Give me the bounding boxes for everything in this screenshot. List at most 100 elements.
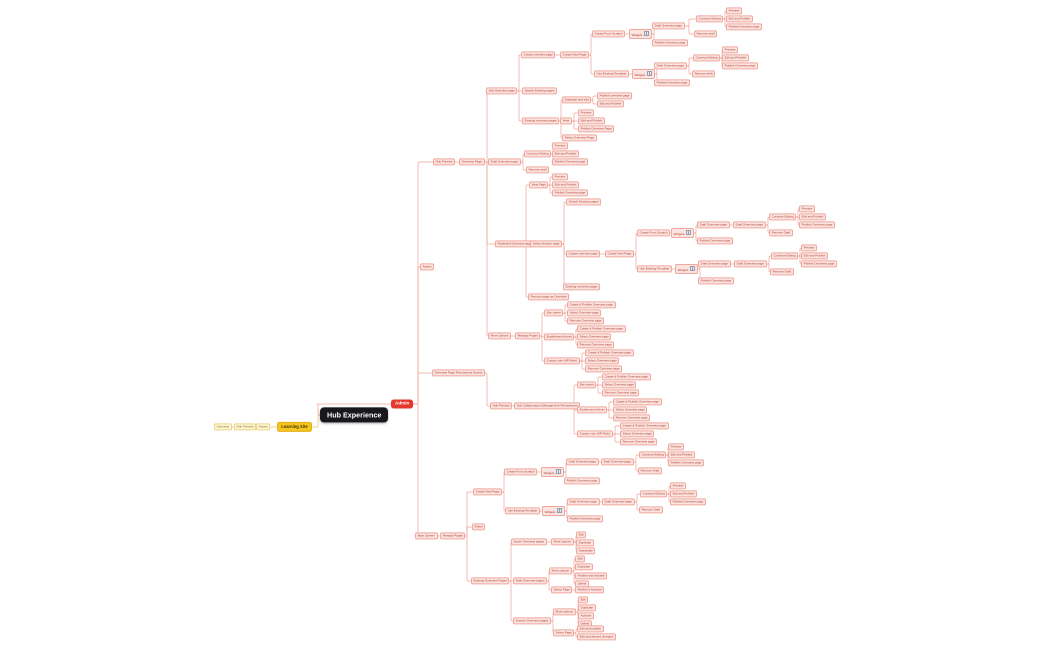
mindmap-node[interactable]: Filters — [472, 523, 486, 531]
mindmap-node[interactable]: Activate — [578, 612, 594, 620]
mindmap-node[interactable]: Remove page as Overview — [528, 293, 570, 301]
mindmap-node[interactable]: Continue Editing — [639, 451, 667, 459]
mindmap-node[interactable]: More options — [549, 567, 572, 575]
mindmap-node[interactable]: Widgets — [675, 264, 698, 274]
mindmap-node[interactable]: Preview — [552, 173, 568, 181]
mindmap-node[interactable]: Create & Publish Overview page — [567, 301, 616, 309]
mindmap-node[interactable]: Edit — [578, 596, 589, 604]
mindmap-node[interactable]: Publish Overview page — [652, 39, 688, 47]
mindmap-node[interactable]: Create & Publish Overview page — [602, 373, 651, 381]
mindmap-node[interactable]: Remove Draft — [769, 229, 793, 237]
mindmap-node[interactable]: Select Overview page — [577, 333, 612, 341]
mindmap-node[interactable]: Draft Overview page — [567, 498, 600, 506]
mindmap-node[interactable]: Preview — [552, 142, 568, 150]
mindmap-node[interactable]: Edit and Publish — [726, 15, 753, 23]
mindmap-node[interactable]: Draft Overview page — [734, 260, 767, 268]
mindmap-node[interactable]: Preview — [799, 205, 815, 213]
mindmap-node[interactable]: Edit and Publish — [552, 181, 579, 189]
mindmap-node[interactable]: Preview — [578, 109, 594, 117]
mindmap-node[interactable]: Select Overview page — [585, 357, 620, 365]
mindmap-node[interactable]: Deactivate — [576, 547, 596, 555]
mindmap-node[interactable]: Publish Overview page — [552, 189, 588, 197]
mindmap-node[interactable]: Assets — [420, 263, 435, 271]
mindmap-node[interactable]: Site owner — [577, 381, 597, 389]
mindmap-node[interactable]: Create New Page — [605, 250, 634, 258]
mindmap-node[interactable]: Edit — [575, 555, 586, 563]
mindmap-node[interactable]: Sub Collaborators (Manage Hub Permission… — [514, 402, 581, 410]
mindmap-node[interactable]: Duplicate — [578, 604, 596, 612]
mindmap-node[interactable]: Publish Overview page — [799, 221, 835, 229]
mindmap-node[interactable]: Create & Publish Overview page — [585, 349, 634, 357]
mindmap-node[interactable]: Draft Overview page — [602, 498, 635, 506]
mindmap-node[interactable]: Use Existing Template — [505, 507, 540, 515]
mindmap-node[interactable]: Widgets — [541, 467, 564, 477]
mindmap-node[interactable]: More options — [551, 538, 574, 546]
mindmap-node[interactable]: Publish overview page — [597, 92, 633, 100]
mindmap-node[interactable]: Custom role (HR Role) — [577, 430, 613, 438]
mindmap-node[interactable]: Publish Overview page — [722, 62, 758, 70]
mindmap-node[interactable]: Publish Overview page — [654, 79, 690, 87]
mindmap-node[interactable]: Remove draft — [692, 70, 716, 78]
mindmap-node[interactable]: Preview — [801, 244, 817, 252]
mindmap-node[interactable]: Widgets — [542, 506, 565, 516]
mindmap-node[interactable]: Continue Editing — [640, 490, 668, 498]
mindmap-node[interactable]: Remove draft — [526, 166, 550, 174]
mindmap-node[interactable]: Edit and publish — [577, 625, 604, 633]
mindmap-node[interactable]: Hub Preview — [433, 158, 456, 166]
mindmap-node[interactable]: Edit and Publish — [597, 100, 624, 108]
mindmap-node[interactable]: Edit and Publish — [801, 252, 828, 260]
mindmap-node[interactable]: Main System — [415, 532, 438, 540]
mindmap-node[interactable]: Edit and Publish — [670, 490, 697, 498]
mindmap-node[interactable]: Widgets — [629, 29, 652, 39]
mindmap-node[interactable]: Preview — [726, 7, 742, 15]
mindmap-node[interactable]: Select Page — [551, 586, 573, 594]
mindmap-node[interactable]: Manage Pages — [440, 532, 466, 540]
mindmap-node[interactable]: Overview Page Permissions Access — [432, 369, 486, 377]
central-topic[interactable]: Hub Experience — [320, 407, 389, 423]
mindmap-node[interactable]: Remove Overview page — [567, 317, 605, 325]
mindmap-node[interactable]: Remove Overview page — [602, 389, 640, 397]
mindmap-node[interactable]: Widgets — [632, 69, 655, 79]
mindmap-node[interactable]: Publish Overview page — [668, 459, 704, 467]
mindmap-node[interactable]: Draft Overview page — [601, 458, 634, 466]
mindmap-node[interactable]: Create overview page — [566, 250, 601, 258]
mindmap-node[interactable]: Create New Page — [560, 51, 589, 59]
mindmap-node[interactable]: Inactive Overview pages — [513, 617, 551, 625]
mindmap-node[interactable]: Publish and Activate — [575, 572, 608, 580]
mindmap-node[interactable]: Existing overview pages — [563, 283, 601, 291]
mindmap-node[interactable]: Select Overview page — [602, 381, 637, 389]
mindmap-node[interactable]: View Page — [529, 181, 549, 189]
mindmap-node[interactable]: Remove draft — [694, 30, 718, 38]
mindmap-node[interactable]: Remove Overview page — [613, 414, 651, 422]
mindmap-node[interactable]: Hub Preview — [490, 402, 513, 410]
mindmap-node[interactable]: Publish Overview page — [697, 237, 733, 245]
mindmap-node[interactable]: Draft Overview page — [654, 62, 687, 70]
mindmap-node[interactable]: Publish Overview page — [726, 23, 762, 31]
mindmap-node[interactable]: Publish & Activate — [575, 586, 605, 594]
mindmap-node[interactable]: Preview — [670, 482, 686, 490]
mindmap-node[interactable]: Overview Page — [459, 158, 485, 166]
mindmap-node[interactable]: Select Another page — [530, 240, 563, 248]
mindmap-node[interactable]: Preview — [668, 443, 684, 451]
mindmap-node[interactable]: Duplicate — [576, 539, 594, 547]
mindmap-node[interactable]: Remove Draft — [638, 467, 662, 475]
mindmap-node[interactable]: Enablement Admin — [577, 406, 608, 414]
mindmap-node[interactable]: More Options — [488, 332, 512, 340]
mindmap-node[interactable]: Published Overview page — [495, 240, 535, 248]
mindmap-node[interactable]: Widgets — [671, 228, 694, 238]
mindmap-node[interactable]: Remove Overview page — [620, 438, 658, 446]
mindmap-node[interactable]: Publish Overview page — [552, 158, 588, 166]
mindmap-node[interactable]: Assets — [256, 423, 271, 431]
mindmap-node[interactable]: Edit and discard changes — [577, 633, 616, 641]
mindmap-node[interactable]: Create & Publish Overview page — [620, 422, 669, 430]
mindmap-node[interactable]: More options — [553, 608, 576, 616]
mindmap-node[interactable]: Draft Overview pages — [513, 577, 548, 585]
mindmap-node[interactable]: Edit and Publish — [552, 150, 579, 158]
mindmap-node[interactable]: Remove Overview page — [577, 341, 615, 349]
mindmap-node[interactable]: Search Existing pages — [566, 198, 602, 206]
mindmap-node[interactable]: Select Page — [553, 629, 575, 637]
mindmap-node[interactable]: Site owner — [544, 309, 564, 317]
mindmap-node[interactable]: Publish Overview page — [698, 277, 734, 285]
mindmap-node[interactable]: Enablement Admin — [544, 333, 575, 341]
mindmap-node[interactable]: Continue Editing — [696, 15, 724, 23]
